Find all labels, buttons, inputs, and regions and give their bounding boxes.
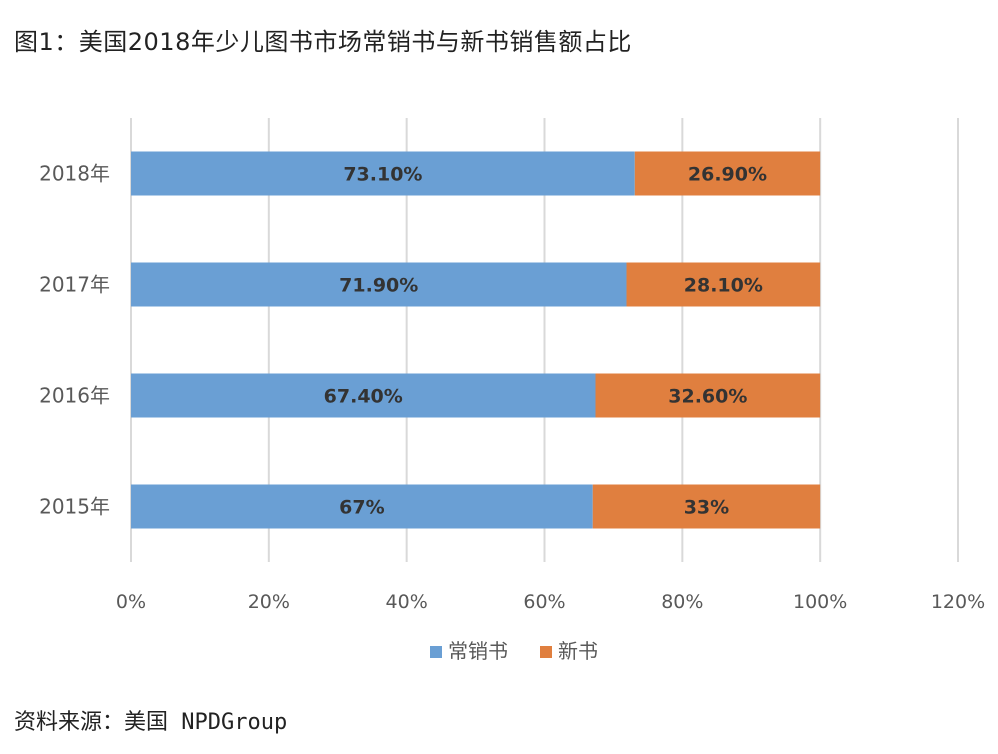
bar-segment — [131, 484, 593, 529]
data-labels: 73.10% 26.90% 71.90% 28.10% 67.40% 32.60% 67% 3… — [324, 164, 767, 519]
source-note: 资料来源：美国 NPDGroup — [14, 710, 288, 735]
data-label: 67% — [339, 497, 384, 519]
category-label: 2017年 — [39, 273, 110, 297]
x-tick-label: 40% — [386, 591, 428, 613]
data-label: 67.40% — [324, 386, 403, 408]
category-labels: 2018年 2017年 2016年 2015年 — [39, 162, 110, 519]
category-label: 2015年 — [39, 495, 110, 519]
legend-label: 常销书 — [448, 639, 508, 663]
bar-segment — [634, 151, 821, 196]
stacked-bar-chart: 73.10% 26.90% 71.90% 28.10% 67.40% 32.60% 67% 3… — [39, 118, 985, 663]
data-label: 71.90% — [339, 275, 418, 297]
data-label: 28.10% — [684, 275, 763, 297]
bar-segment — [131, 262, 627, 307]
legend-swatch — [430, 646, 442, 658]
x-tick-labels: 0% 20% 40% 60% 80% 100% 120% — [116, 591, 985, 613]
category-label: 2016年 — [39, 384, 110, 408]
chart-title: 图1：美国2018年少儿图书市场常销书与新书销售额占比 — [14, 28, 632, 56]
data-label: 33% — [684, 497, 729, 519]
x-tick-label: 0% — [116, 591, 146, 613]
bar-segment — [595, 373, 821, 418]
x-tick-label: 120% — [931, 591, 985, 613]
bar-segment — [131, 151, 635, 196]
bars — [131, 151, 821, 529]
bar-segment — [592, 484, 821, 529]
x-tick-label: 20% — [248, 591, 290, 613]
data-label: 32.60% — [668, 386, 747, 408]
x-tick-label: 80% — [661, 591, 703, 613]
x-tick-label: 100% — [793, 591, 847, 613]
bar-segment — [131, 373, 596, 418]
legend: 常销书 新书 — [430, 639, 598, 663]
data-label: 26.90% — [688, 164, 767, 186]
legend-swatch — [540, 646, 552, 658]
bar-segment — [626, 262, 821, 307]
x-tick-label: 60% — [523, 591, 565, 613]
category-label: 2018年 — [39, 162, 110, 186]
legend-label: 新书 — [558, 639, 598, 663]
data-label: 73.10% — [343, 164, 422, 186]
